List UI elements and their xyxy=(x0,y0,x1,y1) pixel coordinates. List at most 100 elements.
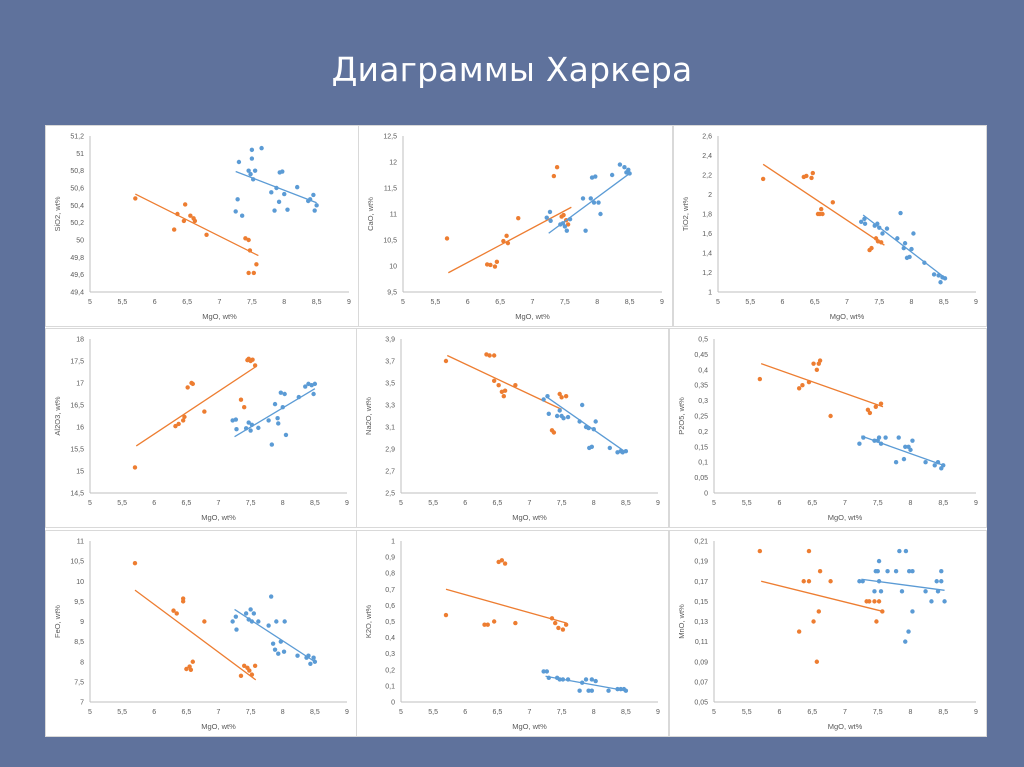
data-point xyxy=(283,432,289,438)
data-point xyxy=(565,222,571,227)
data-point xyxy=(254,262,259,267)
chart-panel-p2o5: 0 0,05 0,1 0,15 0,2 0,25 0,3 0,35 0,4 0,45 0,5 5 5,5… xyxy=(669,328,987,528)
data-point xyxy=(909,246,914,252)
x-tick-label: 7 xyxy=(528,709,532,716)
data-point xyxy=(249,147,255,153)
series-blue xyxy=(230,594,318,666)
y-tick-label: 50,8 xyxy=(70,168,84,175)
x-tick-label: 6 xyxy=(153,299,157,306)
data-point xyxy=(280,169,285,174)
x-axis-label: MgO, wt% xyxy=(512,513,547,522)
data-point xyxy=(939,579,944,584)
data-point xyxy=(820,211,825,217)
x-tick-label: 6 xyxy=(778,709,782,716)
x-tick-label: 5,5 xyxy=(742,709,752,716)
data-point xyxy=(171,227,177,232)
x-tick-label: 7,5 xyxy=(873,500,883,507)
data-point xyxy=(502,561,508,566)
y-tick-label: 0 xyxy=(704,491,708,498)
y-tick-label: 16 xyxy=(76,425,84,432)
data-point xyxy=(242,405,247,410)
y-tick-label: 50,2 xyxy=(70,220,84,227)
y-tick-label: 0,4 xyxy=(385,635,395,642)
x-tick-label: 8,5 xyxy=(621,709,631,716)
data-point xyxy=(557,391,562,397)
x-tick-label: 7,5 xyxy=(557,709,567,716)
x-tick-label: 6,5 xyxy=(495,299,505,306)
y-tick-label: 1,8 xyxy=(702,212,712,219)
data-point xyxy=(190,659,195,664)
data-point xyxy=(901,456,907,462)
data-point xyxy=(589,688,595,693)
data-point xyxy=(230,619,235,624)
series-blue xyxy=(230,381,318,447)
data-point xyxy=(867,410,873,416)
data-point xyxy=(862,221,868,226)
x-tick-label: 6 xyxy=(463,500,467,507)
data-point xyxy=(908,447,913,453)
data-point xyxy=(272,647,278,652)
data-point xyxy=(906,629,911,634)
x-tick-label: 5 xyxy=(399,709,403,716)
data-point xyxy=(308,661,313,666)
data-point xyxy=(173,423,178,429)
x-tick-label: 6,5 xyxy=(810,299,820,306)
data-point xyxy=(182,202,188,207)
x-tick-label: 5,5 xyxy=(428,500,438,507)
x-tick-label: 5,5 xyxy=(428,709,438,716)
data-point xyxy=(563,394,569,399)
trendline xyxy=(134,589,257,681)
data-point xyxy=(546,411,551,416)
data-point xyxy=(204,232,209,237)
data-point xyxy=(564,228,570,233)
data-point xyxy=(276,199,282,205)
x-tick-label: 7 xyxy=(843,500,847,507)
y-tick-label: 0,25 xyxy=(694,414,708,421)
data-point xyxy=(314,203,319,208)
data-point xyxy=(482,622,487,627)
data-point xyxy=(596,200,601,205)
data-point xyxy=(499,558,505,563)
trendline xyxy=(545,675,626,692)
data-point xyxy=(282,619,287,624)
x-tick-label: 7 xyxy=(218,299,222,306)
chart-panel-na2o: 2,5 2,7 2,9 3,1 3,3 3,5 3,7 3,9 5 5,5 6 6,5 7 7,5 8 8,5… xyxy=(356,328,669,528)
y-tick-label: 49,6 xyxy=(70,272,84,279)
y-tick-label: 7,5 xyxy=(74,679,84,686)
data-point xyxy=(902,241,908,246)
y-axis-label: MnO, wt% xyxy=(677,604,686,639)
y-tick-label: 1,2 xyxy=(702,270,712,277)
data-point xyxy=(593,174,598,179)
x-axis-label: MgO, wt% xyxy=(512,722,547,731)
chart-al2o3: 14,5 15 15,5 16 16,5 17 17,5 18 5 5,5 6 6,5 7 7,5 8 8,5… xyxy=(53,337,349,523)
y-tick-label: 50,6 xyxy=(70,186,84,193)
data-point xyxy=(246,270,251,276)
x-tick-label: 6,5 xyxy=(807,709,817,716)
data-point xyxy=(295,184,300,190)
trendline xyxy=(761,580,884,613)
x-tick-label: 9 xyxy=(656,500,660,507)
series-orange xyxy=(760,163,885,253)
data-point xyxy=(806,579,812,584)
data-point xyxy=(547,209,553,215)
data-point xyxy=(278,390,284,395)
y-tick-label: 10 xyxy=(389,264,397,271)
data-point xyxy=(248,607,253,612)
data-point xyxy=(180,596,186,601)
data-point xyxy=(895,236,900,241)
data-point xyxy=(492,264,498,269)
data-point xyxy=(233,417,239,422)
data-point xyxy=(276,421,281,426)
y-tick-label: 0,05 xyxy=(694,475,708,482)
y-tick-label: 18 xyxy=(76,337,84,344)
data-point xyxy=(171,608,176,613)
data-point xyxy=(862,216,867,222)
data-point xyxy=(504,233,509,239)
trendline xyxy=(545,395,627,453)
data-point xyxy=(256,425,261,431)
y-axis-label: TiO2, wt% xyxy=(681,197,690,232)
data-point xyxy=(182,414,187,420)
data-point xyxy=(238,673,244,679)
data-point xyxy=(553,620,558,626)
data-point xyxy=(884,226,890,231)
